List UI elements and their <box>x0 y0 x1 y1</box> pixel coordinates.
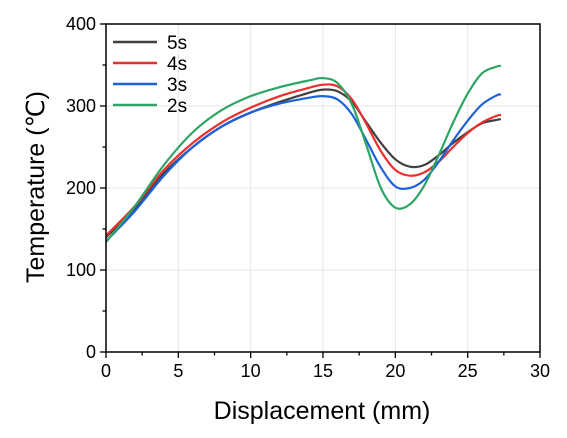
y-tick-label: 400 <box>66 14 96 34</box>
y-axis-title: Temperature (℃) <box>22 91 50 283</box>
x-axis-title: Displacement (mm) <box>214 397 431 425</box>
y-tick-label: 200 <box>66 178 96 198</box>
legend-label-5s: 5s <box>167 33 187 54</box>
y-tick-label: 300 <box>66 96 96 116</box>
series-lines <box>105 64 502 243</box>
legend-label-2s: 2s <box>167 96 187 117</box>
x-tick-label: 0 <box>101 361 111 381</box>
y-tick-label: 0 <box>86 342 96 362</box>
y-tick-label: 100 <box>66 260 96 280</box>
series-line-2s <box>105 64 502 243</box>
x-tick-label: 15 <box>313 361 333 381</box>
x-tick-label: 20 <box>385 361 405 381</box>
legend-label-4s: 4s <box>167 54 187 75</box>
x-tick-label: 30 <box>530 361 550 381</box>
axes <box>100 23 541 358</box>
series-line-4s <box>105 83 502 237</box>
x-tick-label: 10 <box>241 361 261 381</box>
x-tick-label: 25 <box>458 361 478 381</box>
x-tick-label: 5 <box>173 361 183 381</box>
legend-label-3s: 3s <box>167 75 187 96</box>
